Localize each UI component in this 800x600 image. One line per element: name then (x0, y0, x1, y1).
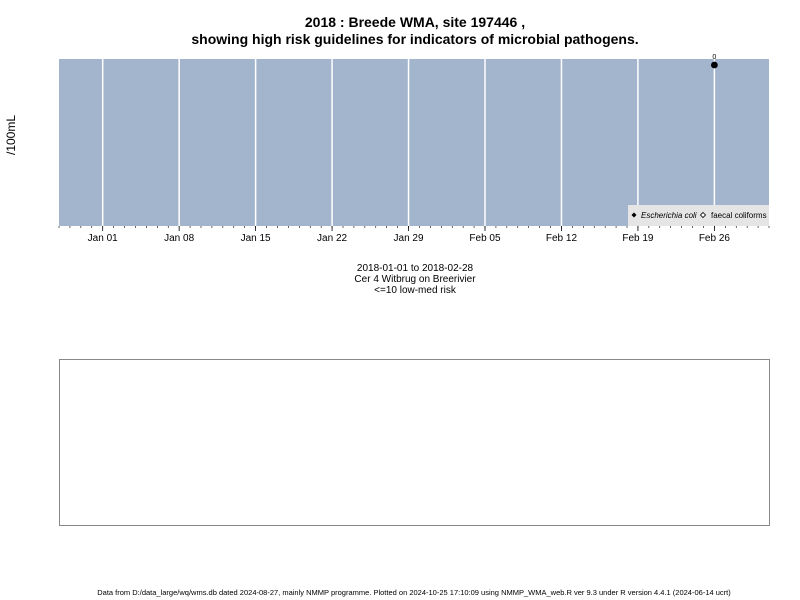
chart-title-line-1: 2018 : Breede WMA, site 197446 , (304, 14, 526, 30)
grid-layer (101, 59, 716, 226)
legend-box (628, 205, 769, 226)
x-axis: Jan 01 Jan 08 Jan 15 Jan 22 Jan 29 Feb 05 Feb … (58, 226, 770, 244)
x-tick-label: Jan 29 (394, 233, 424, 244)
data-point (710, 61, 718, 69)
footer-note: Data from D:/data_large/wq/wms.db dated … (97, 588, 731, 597)
x-tick-label: Jan 15 (241, 233, 271, 244)
date-range-caption: 2018-01-01 to 2018-02-28 (356, 263, 474, 274)
risk-caption: <=10 low-med risk (374, 285, 456, 296)
plot-panel (59, 59, 769, 226)
lower-empty-panel (59, 359, 770, 526)
points-layer: 0 (710, 54, 718, 69)
x-tick-label: Feb 19 (622, 233, 654, 244)
legend: Escherichia coli faecal coliforms (628, 205, 769, 226)
data-label: 0 (712, 54, 716, 61)
site-name-caption: Cer 4 Witbrug on Breerivier (354, 274, 476, 285)
x-tick-label: Feb 12 (546, 233, 578, 244)
x-tick-label: Feb 26 (699, 233, 731, 244)
chart-svg: Jan 01 Jan 08 Jan 15 Jan 22 Jan 29 Feb 05 Feb … (58, 54, 770, 244)
x-tick-label: Jan 01 (88, 233, 118, 244)
chart-title-line-2: showing high risk guidelines for indicat… (191, 31, 639, 47)
x-tick-label: Jan 08 (164, 233, 194, 244)
legend-label-faecal-coliforms: faecal coliforms (711, 211, 767, 220)
x-tick-label: Feb 05 (469, 233, 501, 244)
x-tick-label: Jan 22 (317, 233, 347, 244)
legend-label-escherichia-coli: Escherichia coli (641, 211, 697, 220)
legend-marker-escherichia-coli (631, 212, 637, 218)
legend-marker-faecal-coliforms (699, 211, 707, 219)
